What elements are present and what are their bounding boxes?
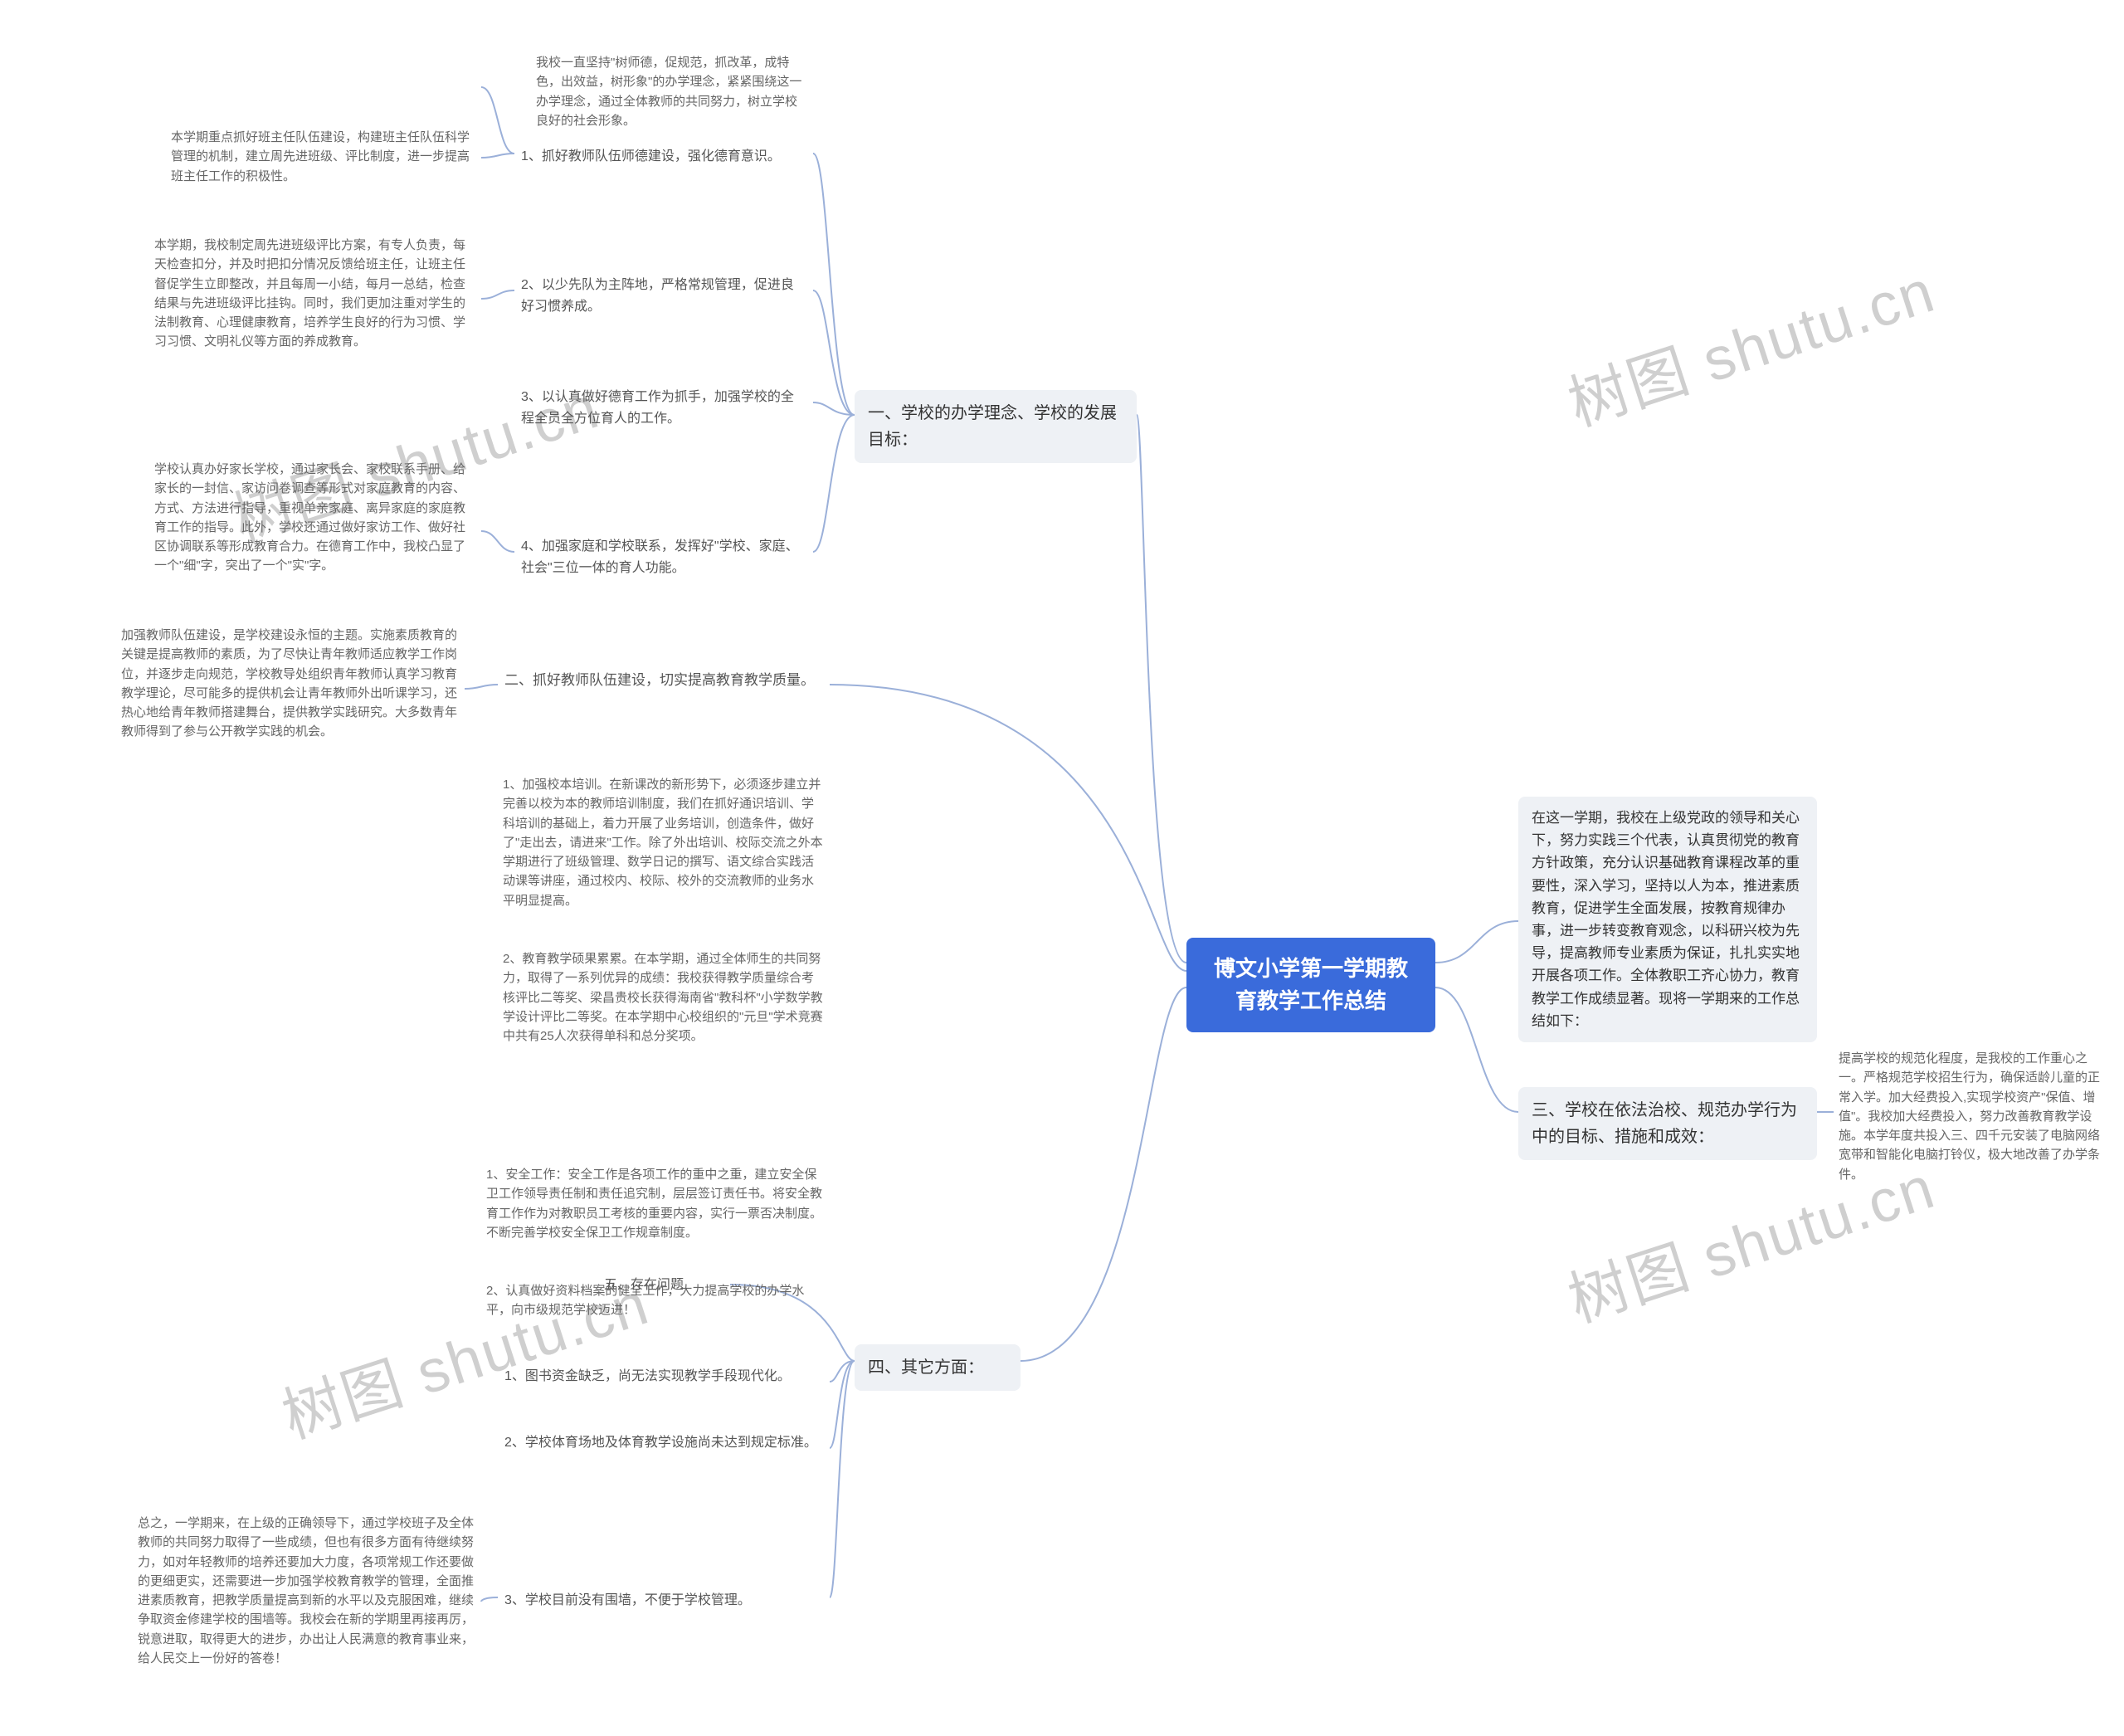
section-3-detail: 提高学校的规范化程度，是我校的工作重心之一。严格规范学校招生行为，确保适龄儿童的…: [1834, 1046, 2107, 1187]
sec5-detail-0: 1、安全工作：安全工作是各项工作的重中之重，建立安全保卫工作领导责任制和责任追究…: [481, 1162, 830, 1246]
sec2-detail-2: 2、教育教学硕果累累。在本学期，通过全体师生的共同努力，取得了一系列优异的成绩：…: [498, 946, 830, 1049]
section-1: 一、学校的办学理念、学校的发展目标：: [855, 390, 1137, 463]
section-4: 四、其它方面：: [855, 1344, 1021, 1391]
sec4-item-2: 2、学校体育场地及体育教学设施尚未达到规定标准。: [498, 1427, 830, 1459]
mindmap-root: 博文小学第一学期教育教学工作总结: [1186, 938, 1435, 1032]
sec5-detail-1: 2、认真做好资料档案的健全工作，大力提高学校的办学水平，向市级规范学校迈进！: [481, 1278, 830, 1324]
watermark: 树图 shutu.cn: [1556, 242, 1944, 442]
sec1-item-2: 2、以少先队为主阵地，严格常规管理，促进良好习惯养成。: [514, 270, 813, 322]
section-2: 二、抓好教师队伍建设，切实提高教育教学质量。: [498, 664, 830, 696]
sec1-item-1: 1、抓好教师队伍师德建设，强化德育意识。: [514, 141, 813, 173]
sec4-item-3-detail: 总之，一学期来，在上级的正确领导下，通过学校班子及全体教师的共同努力取得了一些成…: [133, 1510, 481, 1671]
sec2-detail-1: 1、加强校本培训。在新课改的新形势下，必须逐步建立并完善以校为本的教师培训制度，…: [498, 772, 830, 914]
section-3: 三、学校在依法治校、规范办学行为中的目标、措施和成效：: [1518, 1087, 1817, 1160]
sec2-detail-0: 加强教师队伍建设，是学校建设永恒的主题。实施素质教育的关键是提高教师的素质，为了…: [116, 622, 465, 745]
sec1-item-2-detail: 本学期，我校制定周先进班级评比方案，有专人负责，每天检查扣分，并及时把扣分情况反…: [149, 232, 481, 355]
section-intro: 在这一学期，我校在上级党政的领导和关心下，努力实践三个代表，认真贯彻党的教育方针…: [1518, 797, 1817, 1042]
sec1-item-3: 3、以认真做好德育工作为抓手，加强学校的全程全员全方位育人的工作。: [514, 382, 813, 434]
sec1-item-4-detail: 学校认真办好家长学校，通过家长会、家校联系手册、给家长的一封信、家访问卷调查等形…: [149, 456, 481, 579]
sec4-item-3: 3、学校目前没有围墙，不便于学校管理。: [498, 1585, 830, 1617]
sec1-item-4: 4、加强家庭和学校联系，发挥好"学校、家庭、社会"三位一体的育人功能。: [514, 531, 813, 583]
sec1-item-1-detail-a: 我校一直坚持"树师德，促规范，抓改革，成特色，出效益，树形象"的办学理念，紧紧围…: [531, 50, 813, 134]
sec4-item-1: 1、图书资金缺乏，尚无法实现教学手段现代化。: [498, 1361, 830, 1392]
sec1-item-1-detail-b: 本学期重点抓好班主任队伍建设，构建班主任队伍科学管理的机制，建立周先进班级、评比…: [166, 124, 481, 189]
